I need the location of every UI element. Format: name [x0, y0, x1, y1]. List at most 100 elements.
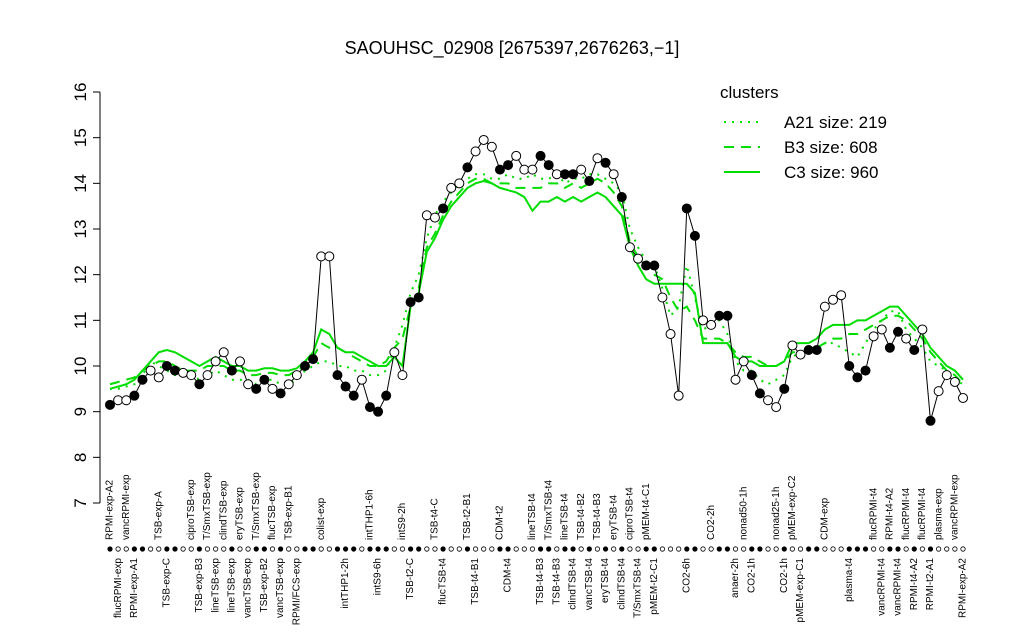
sample-dot [919, 546, 925, 552]
sample-dot [440, 546, 446, 552]
data-point [730, 374, 741, 385]
sample-dot [806, 546, 812, 552]
x-tick-label: anaer-2h [730, 558, 741, 598]
x-tick-label: intTHP1-2h [340, 558, 351, 609]
sample-dot [643, 546, 649, 552]
sample-dot [578, 546, 584, 552]
data-point [649, 260, 660, 271]
data-point [413, 292, 424, 303]
data-point [454, 178, 465, 189]
x-tick-label: eryTSB-t4 [600, 558, 611, 603]
x-tick-label: CO2-6h [681, 558, 692, 593]
sample-dot [407, 546, 414, 552]
data-point [356, 374, 367, 385]
x-tick-label: plasma-exp [933, 488, 944, 540]
data-point [421, 210, 432, 221]
data-point [901, 333, 912, 344]
y-tick-label: 16 [71, 83, 90, 102]
data-point [795, 349, 806, 360]
x-tick-label: flucRPMI-exp [113, 558, 124, 618]
x-tick-label: nonad25-1h [771, 487, 782, 540]
sample-dot [261, 546, 267, 552]
data-point [494, 164, 505, 175]
x-tick-label: CDM-exp [820, 497, 831, 540]
x-tick-label: RPMI-t4-A2 [885, 487, 896, 540]
x-tick-label: pMEM-exp-C1 [795, 558, 806, 623]
x-tick-label: TSB-exp-C [162, 558, 173, 607]
data-point [933, 386, 944, 397]
sample-dot [554, 546, 560, 552]
data-point [543, 160, 554, 171]
sample-dot [318, 546, 324, 552]
sample-dot [505, 546, 511, 552]
sample-dot [148, 546, 154, 552]
data-point [446, 182, 457, 193]
sample-dot [213, 546, 219, 552]
sample-dot [464, 546, 471, 552]
sample-dot [521, 546, 527, 552]
sample-dot [773, 546, 779, 552]
sample-dot [651, 546, 657, 552]
sample-dot [107, 546, 113, 552]
sample-dot [310, 546, 316, 552]
x-tick-label: vancRPMI-exp [950, 474, 961, 540]
data-point [909, 345, 920, 356]
sample-dot [180, 546, 186, 552]
sample-dot [546, 546, 552, 552]
data-point [706, 319, 717, 330]
data-point [763, 395, 774, 406]
x-tick-label: ciproTSB-t4 [625, 487, 636, 540]
sample-dot [887, 546, 893, 552]
sample-dot [862, 546, 869, 552]
sample-dot [797, 546, 804, 552]
sample-dot [749, 546, 755, 552]
data-point [389, 347, 400, 358]
x-tick-label: vancRPMI-exp [121, 474, 132, 540]
x-tick-label: CDM-t2 [495, 505, 506, 540]
data-point [243, 379, 254, 390]
data-point [340, 381, 351, 392]
data-point [283, 379, 294, 390]
sample-dot [952, 546, 958, 552]
data-point [105, 399, 115, 410]
x-tick-label: intTHP1-6h [365, 489, 376, 540]
x-tick-label: nonad50-1h [738, 487, 749, 540]
sample-dot [854, 546, 860, 552]
data-point [267, 383, 278, 394]
sample-dot [716, 546, 722, 552]
data-point [186, 370, 197, 381]
x-tick-label: TSB-t4-B3 [592, 493, 603, 540]
legend-label: B3 size: 608 [784, 138, 878, 157]
data-point [535, 150, 546, 161]
x-tick-label: vancTSB-exp [243, 558, 254, 618]
sample-dot [472, 546, 479, 552]
cluster-line [109, 180, 964, 390]
data-point [218, 347, 229, 358]
data-point [852, 372, 863, 383]
legend-label: C3 size: 960 [784, 163, 879, 182]
sample-dot [927, 546, 934, 552]
sample-dot [156, 546, 162, 552]
data-point [771, 402, 782, 413]
x-tick-label: flucTSB-exp [267, 485, 278, 540]
data-point [478, 134, 489, 145]
x-tick-label: RPMI-t2-A1 [925, 558, 936, 611]
x-tick-label: flucRPMI-t4 [868, 487, 879, 540]
x-tick-label: intS9-6h [373, 558, 384, 595]
sample-dot [529, 546, 536, 552]
sample-dot [619, 546, 625, 552]
data-point [860, 365, 871, 376]
sample-dot [838, 546, 844, 552]
y-tick-label: 13 [71, 220, 90, 239]
sample-dot [903, 546, 909, 552]
x-tick-label: pMEM-t2-C1 [649, 558, 660, 615]
sample-dot [732, 546, 739, 552]
x-tick-label: flucRPMI-t4 [901, 487, 912, 540]
data-point [925, 415, 936, 426]
data-point [917, 324, 928, 335]
sample-dot [334, 546, 341, 552]
data-point [893, 326, 904, 337]
sample-dot [269, 546, 276, 552]
data-point [608, 169, 619, 180]
